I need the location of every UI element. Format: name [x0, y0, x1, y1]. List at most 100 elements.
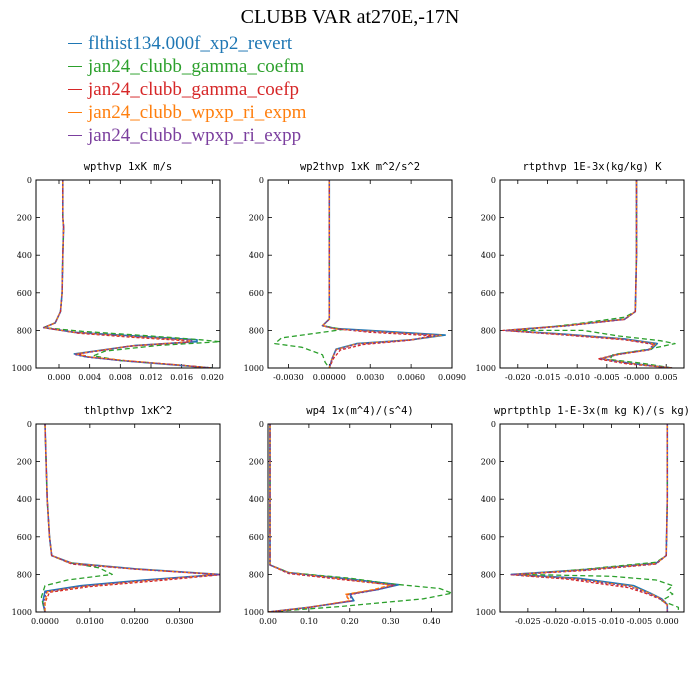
plot-frame [267, 179, 453, 369]
x-tick-label: -0.005 [594, 373, 620, 382]
y-tick-label: 400 [481, 495, 496, 504]
legend-entry: flthist134.000f_xp2_revert [68, 32, 306, 55]
subplot-title: wp4 1x(m^4)/(s^4) [306, 405, 413, 417]
legend-entry: jan24_clubb_wpxp_ri_expm [68, 101, 306, 124]
legend-label: jan24_clubb_gamma_coefp [88, 79, 300, 100]
x-tick-label: 0.016 [170, 373, 193, 382]
subplot: wprtpthlp 1-E-3x(m kg K)/(s kg)-0.025 -0.… [476, 405, 690, 626]
x-tick-label: 0.005 [655, 373, 678, 382]
y-tick-label: 800 [481, 326, 496, 335]
legend-label: jan24_clubb_gamma_coefm [88, 56, 305, 77]
series-group [510, 424, 680, 612]
y-tick-label: 200 [17, 458, 32, 467]
x-tick-label: -0.015 [535, 373, 561, 382]
series-line [41, 424, 220, 612]
x-tick-label: -0.020 [505, 373, 531, 382]
series-line [321, 180, 440, 368]
subplot: wp2thvp 1xK m^2/s^2 -0.0030 0.00000 0.0030 0… [244, 161, 466, 382]
y-tick-label: 400 [481, 251, 496, 260]
legend-swatch [68, 66, 82, 68]
y-tick-label: 0 [259, 176, 264, 185]
subplot-title: thlpthvp 1xK^2 [84, 405, 173, 417]
y-tick-label: 0 [27, 420, 32, 429]
x-tick-label: 0.004 [78, 373, 101, 382]
y-tick-label: 800 [17, 326, 32, 335]
series-line [510, 424, 669, 612]
y-tick-label: 0 [259, 420, 264, 429]
subplot: wpthvp 1xK m/s 0.000 0.004 0.008 0.012 0.016 0… [12, 161, 224, 382]
x-tick-label: -0.005 [627, 617, 653, 626]
y-tick-label: 600 [17, 533, 32, 542]
series-line [510, 424, 668, 612]
x-tick-label: 0.00000 [313, 373, 346, 382]
x-tick-label: -0.025 [515, 617, 541, 626]
x-tick-label: 0.40 [423, 617, 441, 626]
legend-label: flthist134.000f_xp2_revert [88, 33, 293, 54]
y-tick-label: 200 [249, 458, 264, 467]
y-tick-label: 1000 [244, 608, 264, 617]
x-tick-label: -0.010 [564, 373, 590, 382]
y-tick-label: 0 [491, 420, 496, 429]
legend-swatch [68, 43, 82, 45]
y-tick-label: 1000 [476, 364, 496, 373]
series-line [268, 424, 392, 612]
series-line [274, 180, 344, 368]
series-line [43, 180, 220, 368]
y-tick-label: 1000 [12, 364, 32, 373]
series-line [505, 180, 673, 368]
x-tick-label: 0.0200 [121, 617, 149, 626]
series-group [274, 180, 447, 368]
x-tick-label: 0.0100 [76, 617, 104, 626]
subplot-title: wp2thvp 1xK m^2/s^2 [300, 161, 420, 173]
legend-label: jan24_clubb_wpxp_ri_expm [88, 102, 307, 123]
series-line [510, 424, 668, 612]
legend: flthist134.000f_xp2_revert jan24_clubb_g… [68, 32, 306, 147]
y-tick-label: 400 [17, 495, 32, 504]
y-tick-label: 1000 [244, 364, 264, 373]
plot-frame [35, 179, 221, 369]
figure-title: CLUBB VAR at270E,-17N [240, 6, 460, 28]
y-tick-label: 600 [481, 533, 496, 542]
series-line [505, 180, 673, 368]
x-tick-label: 0.0000 [31, 617, 59, 626]
series-line [42, 424, 220, 612]
series-line [517, 180, 676, 368]
series-line [43, 180, 213, 368]
x-tick-label: 0.00 [259, 617, 277, 626]
y-tick-label: 800 [249, 326, 264, 335]
subplot-title: wpthvp 1xK m/s [84, 161, 173, 173]
x-tick-label: -0.000 [624, 373, 650, 382]
series-line [505, 180, 673, 368]
y-tick-label: 1000 [476, 608, 496, 617]
subplot: wp4 1x(m^4)/(s^4) 0.00 0.10 0.20 0.30 0.40 0 20… [244, 405, 453, 626]
y-tick-label: 800 [249, 570, 264, 579]
series-line [268, 424, 452, 612]
subplot-title: rtpthvp 1E-3x(kg/kg) K [522, 161, 662, 173]
series-group [40, 424, 220, 612]
legend-swatch [68, 89, 82, 91]
series-line [43, 180, 213, 368]
y-tick-label: 200 [249, 214, 264, 223]
legend-swatch [68, 112, 82, 114]
x-tick-label: -0.010 [599, 617, 625, 626]
x-tick-label: -0.020 [543, 617, 569, 626]
y-tick-label: 0 [491, 176, 496, 185]
legend-swatch [68, 135, 82, 137]
y-tick-label: 600 [17, 289, 32, 298]
legend-label: jan24_clubb_wpxp_ri_expp [88, 125, 302, 146]
series-line [44, 424, 220, 612]
x-tick-label: 0.10 [300, 617, 318, 626]
series-line [268, 424, 396, 612]
x-tick-label: 0.20 [341, 617, 359, 626]
y-tick-label: 200 [481, 458, 496, 467]
x-tick-label: 0.000 [656, 617, 679, 626]
y-tick-label: 400 [249, 251, 264, 260]
subplot-title: wprtpthlp 1-E-3x(m kg K)/(s kg) [494, 405, 690, 417]
series-line [321, 180, 442, 368]
plot-frame [35, 423, 221, 613]
plot-frame [499, 179, 685, 369]
legend-entry: jan24_clubb_wpxp_ri_expp [68, 124, 306, 147]
x-tick-label: 0.30 [382, 617, 400, 626]
y-tick-label: 600 [249, 533, 264, 542]
